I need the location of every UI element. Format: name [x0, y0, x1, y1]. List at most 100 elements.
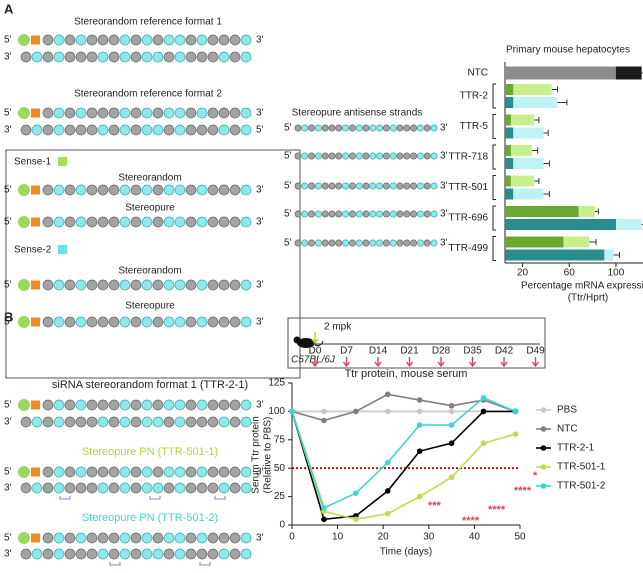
nucleotide	[240, 416, 252, 428]
bar	[505, 158, 544, 169]
end-label: 3'	[440, 151, 448, 162]
series-line	[291, 411, 516, 521]
sample-arrow	[437, 357, 445, 368]
nucleotide	[163, 399, 175, 411]
nucleotide	[196, 107, 208, 119]
nucleotide	[108, 51, 120, 63]
category-label: TTR-718	[449, 152, 489, 163]
nucleotide	[31, 124, 43, 136]
bar	[505, 206, 579, 217]
nucleotide	[335, 124, 343, 132]
bar	[505, 114, 535, 126]
nucleotide	[218, 216, 230, 228]
nucleotide	[163, 548, 175, 560]
nucleotide	[321, 239, 329, 247]
nucleotide	[342, 182, 350, 190]
end-label: 5'	[4, 35, 12, 46]
end-label: 5'	[284, 238, 292, 249]
bar	[505, 84, 514, 95]
nucleotide	[185, 532, 197, 544]
data-point	[321, 516, 327, 523]
nucleotide	[240, 184, 252, 196]
nucleotide	[64, 416, 76, 428]
nucleotide	[410, 124, 418, 132]
nucleotide	[20, 548, 32, 560]
nucleotide	[185, 184, 197, 196]
nucleotide	[163, 416, 175, 428]
end-label: 3'	[440, 209, 448, 220]
x-tick-label: 20	[378, 532, 390, 543]
ligand	[18, 34, 30, 46]
nucleotide	[362, 152, 370, 160]
data-point	[448, 474, 455, 481]
nucleotide	[321, 210, 329, 218]
nucleotide	[152, 184, 164, 196]
nucleotide	[119, 399, 131, 411]
nucleotide	[196, 416, 208, 428]
nucleotide	[130, 124, 142, 136]
nucleotide	[416, 152, 424, 160]
nucleotide	[207, 466, 219, 478]
data-point	[480, 440, 487, 447]
nucleotide	[355, 124, 363, 132]
nucleotide	[152, 124, 164, 136]
nucleotide	[75, 51, 87, 63]
strand-title: Stereopure	[125, 203, 175, 214]
nucleotide	[423, 124, 431, 132]
nucleotide	[75, 482, 87, 494]
nucleotide	[218, 532, 230, 544]
nucleotide	[328, 182, 336, 190]
nucleotide	[416, 210, 424, 218]
nucleotide	[396, 152, 404, 160]
nucleotide	[185, 34, 197, 46]
nucleotide	[362, 210, 370, 218]
nucleotide	[86, 466, 98, 478]
nucleotide	[20, 416, 32, 428]
nucleotide	[389, 210, 397, 218]
bar	[505, 97, 558, 108]
bar	[505, 175, 511, 187]
end-label: 3'	[4, 52, 12, 63]
nucleotide	[163, 279, 175, 291]
nucleotide	[423, 210, 431, 218]
end-label: 3'	[4, 483, 12, 494]
nucleotide	[86, 532, 98, 544]
day-label: D42	[495, 346, 514, 357]
nucleotide	[75, 416, 87, 428]
nucleotide	[308, 152, 316, 160]
nucleotide	[119, 548, 131, 560]
bar	[505, 114, 511, 126]
nucleotide	[141, 279, 153, 291]
nucleotide	[53, 216, 65, 228]
nucleotide	[196, 216, 208, 228]
nucleotide	[301, 210, 309, 218]
nucleotide	[141, 416, 153, 428]
data-point	[416, 448, 423, 454]
nucleotide	[240, 466, 252, 478]
end-label: 5'	[4, 400, 12, 411]
nucleotide	[75, 34, 87, 46]
nucleotide	[86, 216, 98, 228]
nucleotide	[75, 532, 87, 544]
nucleotide	[410, 152, 418, 160]
nucleotide	[403, 152, 411, 160]
sample-arrow	[500, 357, 508, 368]
end-label: 5'	[4, 317, 12, 328]
nucleotide	[108, 416, 120, 428]
nucleotide	[423, 152, 431, 160]
nucleotide	[86, 482, 98, 494]
nucleotide	[207, 416, 219, 428]
nucleotide	[314, 124, 322, 132]
nucleotide	[308, 124, 316, 132]
nucleotide	[97, 482, 109, 494]
nucleotide	[328, 124, 336, 132]
bar	[505, 249, 605, 261]
nucleotide	[362, 182, 370, 190]
nucleotide	[218, 184, 230, 196]
nucleotide	[108, 399, 120, 411]
panel-label: A	[4, 1, 14, 16]
data-point	[384, 510, 391, 517]
nucleotide	[53, 51, 65, 63]
nucleotide	[430, 152, 438, 160]
nucleotide	[141, 316, 153, 328]
